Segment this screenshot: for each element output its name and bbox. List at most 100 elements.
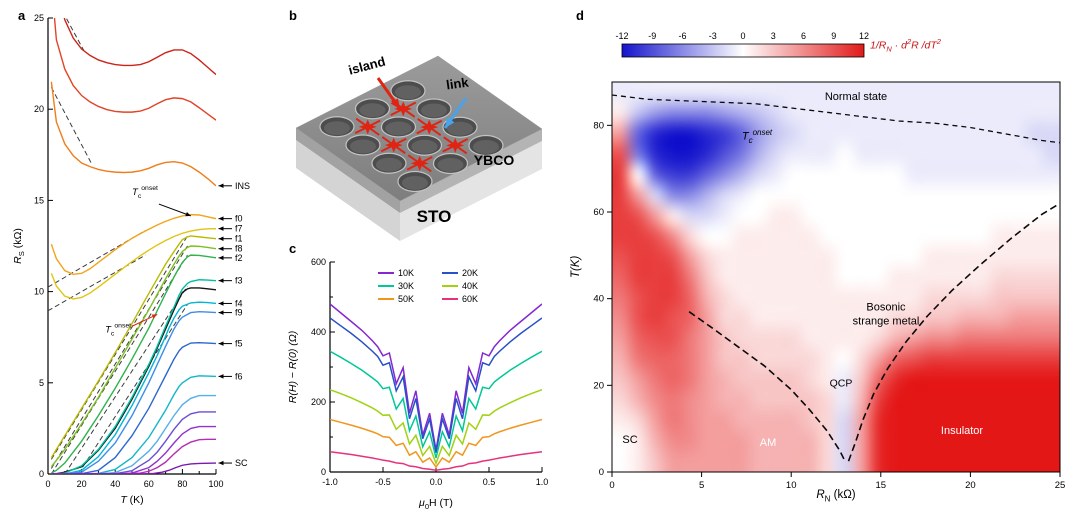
d-x-tick-label: 15 — [876, 480, 887, 491]
island-label: island — [347, 54, 387, 78]
c-series-group — [330, 303, 542, 472]
colorbar-tick-label: -3 — [709, 31, 717, 41]
a-series-f5 — [51, 341, 216, 474]
a-series-g4 — [51, 438, 216, 474]
hole-inner — [401, 175, 428, 190]
panel-b-device-schematic: island link YBCO STO — [282, 16, 558, 248]
a-x-tick-label: 40 — [110, 479, 120, 489]
d-x-tick-label: 20 — [965, 480, 976, 491]
panel-a-resistance-vs-temperature-chart: 0 20 40 60 80 100 0 5 10 15 20 25 INS f0 f7 f1 f8 f2 f3 f4 f… — [10, 10, 268, 508]
annotation-normal-state: Normal state — [824, 91, 888, 104]
d-dashed-tc-onset — [611, 94, 1061, 144]
a-curve-label-f0: f0 — [235, 214, 243, 224]
a-series-f4 — [51, 301, 216, 474]
a-series-ins1 — [63, 18, 216, 76]
island-patch — [394, 101, 413, 117]
a-series-f2 — [51, 254, 216, 474]
a-series-f8 — [50, 245, 216, 468]
substrate-front-left — [296, 140, 400, 241]
a-series-dark — [51, 287, 216, 474]
a-y-tick-label: 5 — [39, 378, 44, 388]
a-curve-label-f2: f2 — [235, 253, 243, 263]
substrate-label: STO — [417, 207, 452, 226]
d-x-tick-label: 10 — [786, 480, 797, 491]
a-curve-label-f6: f6 — [235, 371, 243, 381]
island-patch — [446, 137, 465, 153]
c-x-axis-title: μ0H (T) — [418, 497, 453, 511]
c-y-tick-label: 200 — [311, 397, 326, 407]
hole-inner — [472, 139, 499, 154]
c-series-30K — [330, 350, 542, 459]
island-patch — [358, 119, 377, 135]
c-x-tick-label: 0.5 — [483, 477, 496, 487]
film-front-left — [296, 128, 400, 213]
a-fit-line — [50, 235, 188, 460]
panel-a-svg: 0 20 40 60 80 1000510152025INSf0f7f1f8f2f3f4f… — [12, 13, 250, 506]
a-series-f0 — [50, 213, 216, 275]
colorbar-tick-label: 6 — [801, 31, 806, 41]
hole-inner — [359, 103, 386, 118]
a-y-axis-title: RS (kΩ) — [12, 228, 26, 264]
film-front-right — [400, 129, 542, 213]
panel-label-a: a — [18, 8, 26, 23]
annotation-bosonic-strange-metal: Bosonic strange metal — [852, 301, 920, 327]
hole-inner — [394, 85, 421, 100]
c-x-tick-label: -1.0 — [322, 477, 338, 487]
island-patch — [410, 155, 429, 171]
a-x-tick-label: 20 — [77, 479, 87, 489]
a-curve-label-SC: SC — [235, 458, 248, 468]
a-series-ins3 — [50, 81, 216, 187]
a-fit-line — [65, 18, 86, 53]
d-x-tick-label: 0 — [609, 480, 614, 491]
d-y-axis-title: T(K) — [570, 255, 582, 278]
a-curve-label-INS: INS — [235, 181, 250, 191]
island-patch — [420, 119, 439, 135]
a-x-tick-label: 0 — [45, 479, 50, 489]
c-legend-label-60K: 60K — [462, 294, 478, 304]
a-series-f1 — [50, 235, 216, 458]
hole-inner — [411, 139, 438, 154]
a-series-g1 — [51, 394, 216, 474]
island-patch — [384, 137, 403, 153]
c-y-tick-label: 400 — [311, 327, 326, 337]
c-series-40K — [330, 389, 542, 466]
a-fit-line — [50, 245, 188, 469]
a-fit-line — [77, 304, 188, 474]
a-y-tick-label: 25 — [34, 13, 44, 23]
annotation-tc-onset: Tconset — [741, 128, 773, 145]
c-x-tick-label: 0.0 — [430, 477, 443, 487]
a-series-sc — [51, 462, 216, 474]
a-y-tick-label: 20 — [34, 104, 44, 114]
a-series-f6 — [51, 375, 216, 474]
colorbar-tick-label: 12 — [859, 31, 869, 41]
film-label: YBCO — [474, 152, 515, 168]
d-x-axis-title: RN (kΩ) — [816, 489, 856, 504]
panel-label-b: b — [289, 8, 297, 23]
c-legend-label-40K: 40K — [462, 281, 478, 291]
panel-c-magnetoresistance-chart: -1.0 -0.5 0.0 0.5 1.0 0 200 400 600 10K 20K 30K 40K 5… — [284, 240, 556, 512]
hole-inner — [420, 103, 447, 118]
a-series-ins2 — [53, 18, 216, 121]
a-y-tick-label: 10 — [34, 287, 44, 297]
panel-d-svg: -12 -9 -6 -3 0 3 6 9 12 0 5 10 15 20 25 0 20 40 60 80 — [593, 31, 1066, 491]
d-dashed-left-boundary — [688, 311, 846, 462]
c-legend-label-10K: 10K — [398, 268, 414, 278]
a-x-axis-title: T (K) — [120, 494, 143, 506]
colorbar-tick-label: -12 — [615, 31, 628, 41]
annotation-am: AM — [759, 437, 777, 450]
panel-d-phase-diagram: 1/RN · d2R /dT2 Normal state Tconset Bos… — [564, 10, 1074, 512]
panel-b-svg: island link YBCO STO — [295, 54, 543, 241]
a-curve-label-f3: f3 — [235, 276, 243, 286]
a-series-f9 — [51, 310, 216, 474]
colorbar — [621, 43, 865, 58]
colorbar-tick-label: -6 — [678, 31, 686, 41]
annotation-sc: SC — [622, 434, 638, 447]
a-series-group — [48, 18, 216, 474]
a-x-tick-label: 80 — [177, 479, 187, 489]
c-x-tick-label: 1.0 — [536, 477, 549, 487]
colorbar-tick-label: 0 — [740, 31, 745, 41]
c-y-tick-label: 0 — [321, 467, 326, 477]
d-x-tick-label: 25 — [1055, 480, 1066, 491]
panel-label-d: d — [576, 8, 584, 23]
